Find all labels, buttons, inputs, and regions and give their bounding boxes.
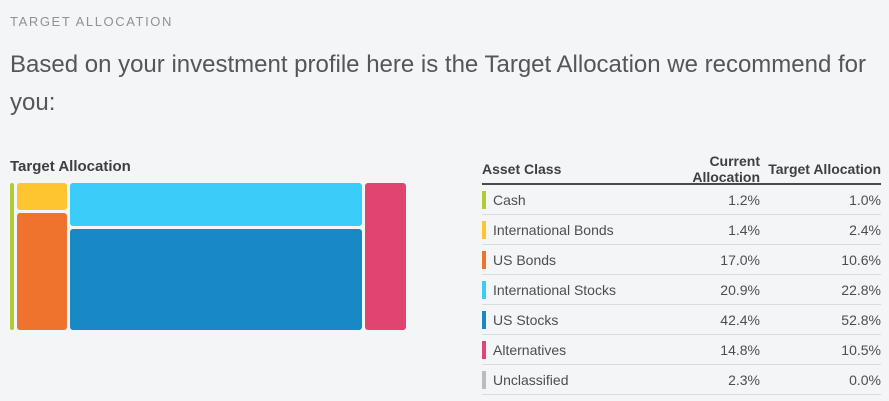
page-heading: Based on your investment profile here is… bbox=[10, 51, 867, 116]
target-allocation-value: 10.5% bbox=[841, 341, 881, 358]
allocation-table: Asset Class Current Allocation Target Al… bbox=[482, 153, 881, 395]
target-allocation-value: 52.8% bbox=[841, 311, 881, 328]
asset-class-cell: Cash bbox=[482, 190, 640, 209]
current-allocation-value: 1.4% bbox=[728, 221, 760, 238]
current-allocation-value: 2.3% bbox=[728, 371, 760, 388]
asset-class-label: Unclassified bbox=[493, 371, 569, 388]
table-row: Unclassified 2.3% 0.0% bbox=[482, 365, 881, 395]
column-header-asset-class: Asset Class bbox=[482, 161, 562, 177]
current-allocation-value: 20.9% bbox=[720, 281, 760, 298]
asset-color-chip bbox=[482, 370, 486, 389]
asset-class-cell: Alternatives bbox=[482, 340, 640, 359]
asset-class-label: US Stocks bbox=[493, 311, 559, 328]
asset-class-label: US Bonds bbox=[493, 251, 557, 268]
treemap-cell-alternatives[interactable] bbox=[365, 183, 406, 330]
section-label: TARGET ALLOCATION bbox=[10, 14, 174, 29]
asset-class-cell: International Bonds bbox=[482, 220, 640, 239]
current-allocation-value: 42.4% bbox=[720, 311, 760, 328]
asset-class-cell: US Stocks bbox=[482, 310, 640, 329]
target-allocation-value: 22.8% bbox=[841, 281, 881, 298]
chart-title: Target Allocation bbox=[10, 158, 131, 175]
asset-class-cell: Unclassified bbox=[482, 370, 640, 389]
target-allocation-value: 0.0% bbox=[849, 371, 881, 388]
table-row: US Bonds 17.0% 10.6% bbox=[482, 245, 881, 275]
asset-color-chip bbox=[482, 220, 486, 239]
asset-class-cell: US Bonds bbox=[482, 250, 640, 269]
asset-color-chip bbox=[482, 280, 486, 299]
column-header-target-allocation: Target Allocation bbox=[768, 161, 881, 177]
current-allocation-value: 1.2% bbox=[728, 191, 760, 208]
treemap-cell-us-stocks[interactable] bbox=[70, 229, 363, 330]
table-row: Alternatives 14.8% 10.5% bbox=[482, 335, 881, 365]
target-allocation-value: 1.0% bbox=[849, 191, 881, 208]
treemap-cell-cash[interactable] bbox=[10, 183, 14, 330]
current-allocation-value: 14.8% bbox=[720, 341, 760, 358]
table-row: US Stocks 42.4% 52.8% bbox=[482, 305, 881, 335]
table-row: International Stocks 20.9% 22.8% bbox=[482, 275, 881, 305]
allocation-table-body: Cash 1.2% 1.0% International Bonds 1.4% 2.4% U… bbox=[482, 185, 881, 395]
treemap-cell-international-stocks[interactable] bbox=[70, 183, 363, 227]
asset-color-chip bbox=[482, 340, 486, 359]
column-header-current-allocation: Current Allocation bbox=[692, 153, 760, 185]
asset-color-chip bbox=[482, 310, 486, 329]
target-allocation-value: 2.4% bbox=[849, 221, 881, 238]
asset-class-label: International Stocks bbox=[493, 281, 616, 298]
treemap-cell-us-bonds[interactable] bbox=[16, 212, 68, 330]
table-row: Cash 1.2% 1.0% bbox=[482, 185, 881, 215]
table-row: International Bonds 1.4% 2.4% bbox=[482, 215, 881, 245]
asset-class-label: Cash bbox=[493, 191, 526, 208]
asset-class-cell: International Stocks bbox=[482, 280, 640, 299]
target-allocation-value: 10.6% bbox=[841, 251, 881, 268]
table-header-row: Asset Class Current Allocation Target Al… bbox=[482, 153, 881, 185]
asset-color-chip bbox=[482, 190, 486, 209]
asset-class-label: Alternatives bbox=[493, 341, 567, 358]
treemap-cell-international-bonds[interactable] bbox=[16, 183, 68, 210]
current-allocation-value: 17.0% bbox=[720, 251, 760, 268]
asset-color-chip bbox=[482, 250, 486, 269]
asset-class-label: International Bonds bbox=[493, 221, 614, 238]
allocation-treemap bbox=[10, 183, 406, 330]
